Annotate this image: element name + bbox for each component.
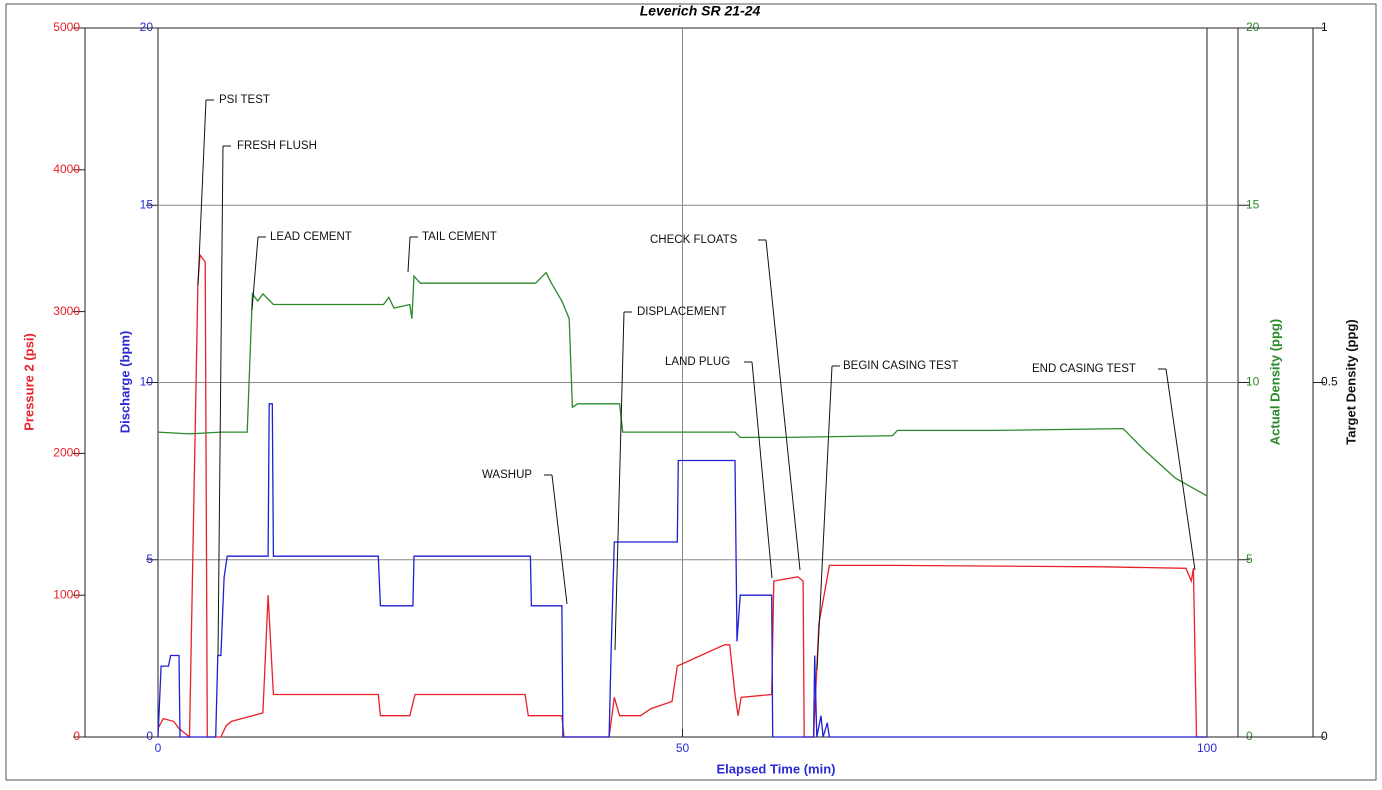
y-tick-label: 1000 <box>53 587 80 601</box>
annotation: TAIL CEMENT <box>422 231 497 243</box>
annotation: CHECK FLOATS <box>650 234 738 246</box>
x-tick-label: 100 <box>1197 741 1217 755</box>
chart-title: Leverich SR 21-24 <box>640 3 761 19</box>
y-tick-label: 10 <box>1246 375 1260 389</box>
y-tick-label: 0.5 <box>1321 375 1338 389</box>
y-tick-label: 5 <box>1246 552 1253 566</box>
x-axis-label: Elapsed Time (min) <box>717 761 836 776</box>
annotation: LAND PLUG <box>665 356 730 368</box>
y-tick-label: 4000 <box>53 162 80 176</box>
y-tick-label: 0 <box>1246 729 1253 743</box>
y-tick-label: 20 <box>140 20 154 34</box>
annotation: PSI TEST <box>219 94 270 106</box>
annotation: END CASING TEST <box>1032 363 1136 375</box>
x-tick-label: 50 <box>676 741 690 755</box>
series-line <box>157 271 1208 497</box>
y-tick-label: 0 <box>1321 729 1328 743</box>
y-tick-label: 0 <box>146 729 153 743</box>
y-tick-label: 0 <box>73 729 80 743</box>
y-tick-label: 15 <box>1246 197 1260 211</box>
y-tick-label: 20 <box>1246 20 1260 34</box>
leader-line <box>614 311 625 651</box>
y-tick-label: 15 <box>140 197 154 211</box>
target-density-axis-label: Target Density (ppg) <box>1343 319 1358 444</box>
y-tick-label: 5 <box>146 552 153 566</box>
y-tick-label: 3000 <box>53 304 80 318</box>
annotation: BEGIN CASING TEST <box>843 360 958 372</box>
annotation: FRESH FLUSH <box>237 140 317 152</box>
y-tick-label: 5000 <box>53 20 80 34</box>
leader-line <box>217 145 224 656</box>
frame <box>5 3 1377 781</box>
discharge-axis-label: Discharge (bpm) <box>117 331 132 434</box>
y-tick-label: 2000 <box>53 446 80 460</box>
series-line <box>157 403 1207 738</box>
y-tick-label: 1 <box>1321 20 1328 34</box>
leader-line <box>1165 368 1196 571</box>
annotation: WASHUP <box>482 469 532 481</box>
leader-line <box>751 361 773 579</box>
pressure-axis-label: Pressure 2 (psi) <box>21 333 36 431</box>
actual-density-axis-label: Actual Density (ppg) <box>1267 319 1282 445</box>
leader-line <box>197 99 207 286</box>
leader-line <box>407 236 411 273</box>
leader-line <box>816 365 833 671</box>
leader-line <box>765 239 801 571</box>
x-tick-label: 0 <box>155 741 162 755</box>
y-tick-label: 10 <box>140 375 154 389</box>
annotation: LEAD CEMENT <box>270 231 352 243</box>
leader-line <box>551 474 568 605</box>
series-line <box>157 253 1207 739</box>
leader-line <box>251 236 259 311</box>
annotation: DISPLACEMENT <box>637 306 726 318</box>
